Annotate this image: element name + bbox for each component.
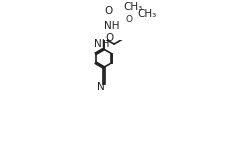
Text: O: O <box>125 15 132 24</box>
Text: CH₃: CH₃ <box>123 2 142 12</box>
Text: CH₃: CH₃ <box>137 9 156 19</box>
Text: NH: NH <box>104 21 119 31</box>
Text: O: O <box>104 6 112 16</box>
Text: O: O <box>105 33 113 43</box>
Text: NH: NH <box>94 39 109 49</box>
Text: N: N <box>96 82 104 92</box>
